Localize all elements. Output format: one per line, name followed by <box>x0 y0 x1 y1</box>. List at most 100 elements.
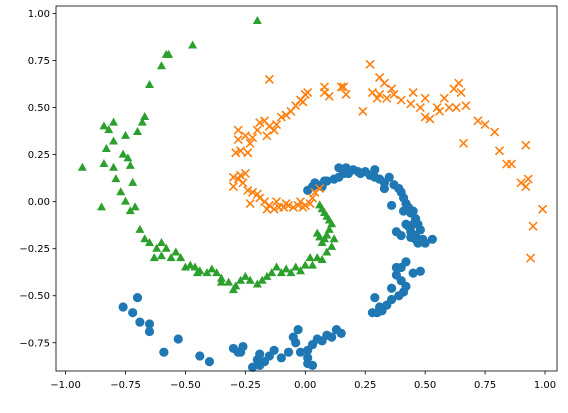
series-2-point <box>523 174 533 184</box>
series-3-point <box>272 262 282 271</box>
series-1-point <box>398 206 409 216</box>
series-3-point <box>109 136 119 145</box>
series-3-point <box>116 187 126 196</box>
x-tick-label: 0.00 <box>294 380 316 391</box>
series-3-point <box>317 238 327 247</box>
series-3-point <box>307 260 317 269</box>
series-2-point <box>264 74 274 84</box>
series-3-point <box>109 117 119 126</box>
series-1-point <box>367 308 378 318</box>
series-2-point <box>269 125 279 135</box>
x-tick-label: −0.50 <box>170 380 201 391</box>
series-2-point <box>538 204 548 214</box>
series-3-point <box>99 121 109 130</box>
series-3-point <box>312 253 322 262</box>
series-1-point <box>415 266 425 276</box>
series-2-point <box>480 119 490 130</box>
series-3-point <box>291 262 301 271</box>
series-2-point <box>274 202 284 212</box>
series-3-point <box>166 253 176 262</box>
series-2-point <box>526 253 536 263</box>
series-2-point <box>231 148 241 158</box>
series-2-point <box>245 198 255 209</box>
series-2-point <box>271 197 282 207</box>
x-tick-label: 0.25 <box>354 380 376 391</box>
series-2-point <box>461 101 471 111</box>
series-2-point <box>339 82 349 92</box>
series-1-point <box>408 268 418 278</box>
series-2-point <box>341 89 351 99</box>
series-3-point <box>228 285 238 294</box>
series-1-point <box>144 326 155 337</box>
series-3-point <box>130 202 140 211</box>
series-2-point <box>458 138 469 148</box>
series-2-point <box>245 138 255 148</box>
series-2-point <box>358 106 368 116</box>
series-3-point <box>322 247 332 256</box>
series-2-point <box>236 146 246 156</box>
series-3-point <box>140 234 150 243</box>
x-tick-label: −1.00 <box>50 380 81 391</box>
x-tick-label: −0.25 <box>230 380 261 391</box>
series-1-point <box>295 347 306 357</box>
series-1-point <box>370 165 380 175</box>
series-1-point <box>118 302 128 312</box>
series-2-point <box>310 187 320 197</box>
series-3-point <box>137 117 147 126</box>
series-1-point <box>394 291 404 301</box>
series-1-point <box>228 343 238 354</box>
series-1-point <box>387 200 397 211</box>
series-1-point <box>413 238 423 248</box>
series-3-point <box>236 275 246 284</box>
series-1-point <box>334 163 344 173</box>
series-3-point <box>216 277 226 286</box>
series-2-point <box>236 170 246 180</box>
series-2-point <box>262 131 272 141</box>
series-2-point <box>449 84 459 94</box>
series-2-point <box>243 185 253 195</box>
series-3-point <box>281 264 291 273</box>
series-3-point <box>286 268 296 277</box>
series-2-point <box>494 146 505 156</box>
series-2-point <box>247 187 258 197</box>
series-2-point <box>233 125 243 135</box>
series-2-point <box>389 89 399 99</box>
series-3-point <box>257 275 267 284</box>
series-3-point <box>161 243 171 252</box>
series-3-point <box>156 61 166 70</box>
series-3-point <box>111 174 121 183</box>
x-axis: −1.00 −0.75 −0.50 −0.25 0.00 0.25 0.50 0.75 1.00 <box>50 371 556 391</box>
series-3-point <box>101 143 111 152</box>
y-tick-label: 1.00 <box>28 9 50 20</box>
series-1-point <box>370 172 380 182</box>
series-2-point <box>298 202 308 212</box>
series-3-point <box>192 268 202 277</box>
series-2-point <box>521 140 531 150</box>
y-tick-label: −0.25 <box>19 244 50 255</box>
series-2-point <box>228 172 238 182</box>
series-3-point <box>121 196 131 205</box>
series-1-point <box>375 302 385 312</box>
series-2-point <box>233 135 243 145</box>
series-3-point <box>118 149 128 158</box>
series-2-point <box>521 182 531 192</box>
series-3-point <box>252 279 262 288</box>
series-3-point <box>202 268 212 277</box>
series-1-point <box>387 283 397 293</box>
series-3-point <box>188 40 198 49</box>
series-1-point <box>391 227 401 237</box>
plot-frame <box>55 5 558 372</box>
series-3-point <box>171 247 181 256</box>
series-3-point <box>152 243 162 252</box>
series-1-point <box>173 334 183 344</box>
y-tick-label: −0.75 <box>19 338 50 349</box>
series-2-point <box>336 82 346 92</box>
series-2-point <box>228 182 238 192</box>
series-1-point <box>128 308 138 318</box>
series-2-point <box>444 103 454 113</box>
series-2-point <box>382 93 392 103</box>
series-2-point <box>365 59 375 69</box>
series-3-point <box>276 268 286 277</box>
series-2-point <box>298 97 308 107</box>
y-tick-label: 0.00 <box>28 197 50 208</box>
